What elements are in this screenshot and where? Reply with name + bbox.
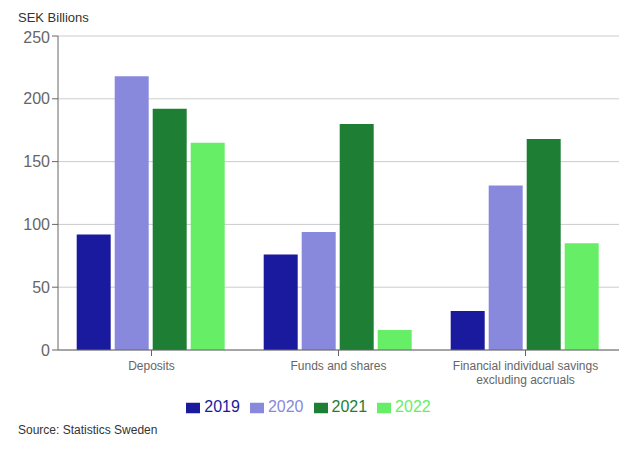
svg-text:200: 200 — [23, 90, 50, 107]
html-text:2019: 2019 — [204, 398, 240, 415]
svg-text:100: 100 — [23, 216, 50, 233]
svg-text:Funds and shares: Funds and shares — [290, 359, 386, 373]
html-text:2022: 2022 — [395, 398, 431, 415]
html-text:SEK Billions: SEK Billions — [18, 10, 89, 25]
svg-text:250: 250 — [23, 29, 50, 46]
svg-text:Financial individual savingsex: Financial individual savingsexcluding ac… — [453, 359, 598, 387]
svg-text:Deposits: Deposits — [128, 359, 175, 373]
html-text:Source: Statistics Sweden: Source: Statistics Sweden — [18, 423, 158, 437]
svg-text:50: 50 — [32, 279, 50, 296]
html-text:2020: 2020 — [267, 398, 304, 415]
html-text:2021: 2021 — [331, 398, 368, 415]
svg-text:150: 150 — [23, 153, 50, 170]
svg-text:0: 0 — [41, 342, 50, 359]
